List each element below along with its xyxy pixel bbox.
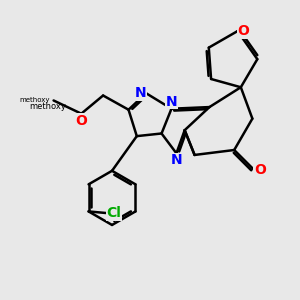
- Text: O: O: [254, 163, 266, 177]
- Text: N: N: [171, 153, 182, 167]
- Text: O: O: [75, 114, 87, 128]
- Text: methoxy: methoxy: [30, 102, 66, 111]
- Text: methoxy: methoxy: [20, 98, 50, 103]
- Text: N: N: [134, 86, 146, 100]
- Text: O: O: [238, 24, 249, 38]
- Text: Cl: Cl: [107, 206, 122, 220]
- Text: N: N: [166, 95, 177, 109]
